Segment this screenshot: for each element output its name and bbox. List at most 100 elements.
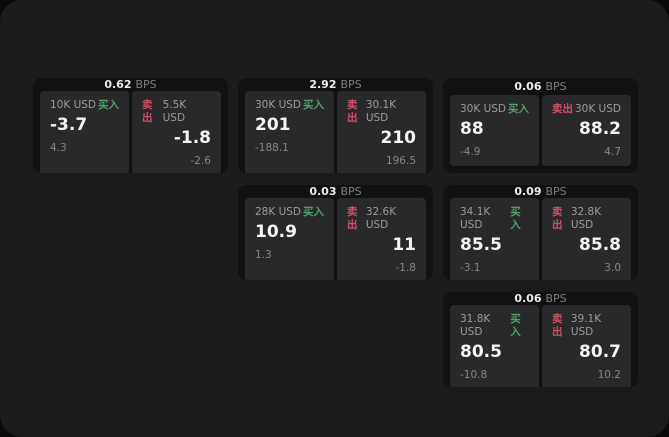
sell-top-row: 卖出 30.1K USD <box>347 99 416 125</box>
buy-amount: 30K USD <box>255 99 302 111</box>
buy-change: -10.8 <box>460 369 488 381</box>
bps-header: 0.03 BPS <box>238 185 433 198</box>
bps-value: 0.03 <box>309 185 337 198</box>
sell-top-row: 卖出 30K USD <box>552 103 621 116</box>
bps-suffix-label: BPS <box>545 185 567 198</box>
sell-quote-panel[interactable]: 卖出 30.1K USD 210 196.5 <box>337 91 426 173</box>
bps-suffix-label: BPS <box>135 78 157 91</box>
sell-tag: 卖出 <box>552 313 563 338</box>
sell-change: 3.0 <box>604 262 621 274</box>
sell-top-row: 卖出 32.8K USD <box>552 206 621 232</box>
sell-top-row: 卖出 5.5K USD <box>142 99 211 125</box>
quote-card-body: 10K USD 买入 -3.7 4.3 卖出 5.5K USD -1.8 -2.… <box>33 91 228 173</box>
bps-header: 0.06 BPS <box>443 78 638 95</box>
bps-suffix-label: BPS <box>545 80 567 93</box>
bps-value: 0.06 <box>514 292 542 305</box>
buy-price: 10.9 <box>255 222 297 242</box>
buy-change: 4.3 <box>50 142 67 154</box>
buy-top-row: 28K USD 买入 <box>255 206 324 219</box>
quote-card-body: 30K USD 买入 88 -4.9 卖出 30K USD 88.2 4.7 <box>443 95 638 173</box>
sell-price: -1.8 <box>173 128 211 148</box>
quote-card: 0.62 BPS 10K USD 买入 -3.7 4.3 卖出 5.5K USD <box>33 78 228 173</box>
buy-quote-panel[interactable]: 28K USD 买入 10.9 1.3 <box>245 198 334 280</box>
bps-suffix-label: BPS <box>545 292 567 305</box>
quote-card-body: 31.8K USD 买入 80.5 -10.8 卖出 39.1K USD 80.… <box>443 305 638 387</box>
bps-value: 2.92 <box>309 78 337 91</box>
sell-amount: 32.6K USD <box>365 206 397 231</box>
quote-card: 0.09 BPS 34.1K USD 买入 85.5 -3.1 卖出 32.8K… <box>443 185 638 280</box>
sell-amount: 39.1K USD <box>570 313 602 338</box>
buy-top-row: 30K USD 买入 <box>460 103 529 116</box>
buy-amount: 31.8K USD <box>460 313 491 338</box>
buy-quote-panel[interactable]: 30K USD 买入 201 -188.1 <box>245 91 334 173</box>
buy-tag: 买入 <box>510 206 521 231</box>
quote-card-body: 34.1K USD 买入 85.5 -3.1 卖出 32.8K USD 85.8… <box>443 198 638 280</box>
quote-card: 0.06 BPS 30K USD 买入 88 -4.9 卖出 30K USD <box>443 78 638 173</box>
sell-change: 196.5 <box>385 155 416 167</box>
buy-quote-panel[interactable]: 31.8K USD 买入 80.5 -10.8 <box>450 305 539 387</box>
quote-card-body: 28K USD 买入 10.9 1.3 卖出 32.6K USD 11 -1.8 <box>238 198 433 280</box>
sell-amount: 5.5K USD <box>162 99 187 124</box>
quote-card: 2.92 BPS 30K USD 买入 201 -188.1 卖出 30.1K … <box>238 78 433 173</box>
sell-change: -1.8 <box>395 262 417 274</box>
sell-change: 10.2 <box>597 369 621 381</box>
sell-tag: 卖出 <box>347 99 358 124</box>
buy-change: -3.1 <box>460 262 481 274</box>
buy-amount: 34.1K USD <box>460 206 491 231</box>
buy-tag: 买入 <box>508 103 529 115</box>
buy-price: -3.7 <box>50 115 88 135</box>
buy-change: -4.9 <box>460 146 481 158</box>
bps-suffix-label: BPS <box>340 78 362 91</box>
sell-price: 210 <box>380 128 417 148</box>
buy-top-row: 10K USD 买入 <box>50 99 119 112</box>
buy-quote-panel[interactable]: 10K USD 买入 -3.7 4.3 <box>40 91 129 173</box>
quote-card-body: 30K USD 买入 201 -188.1 卖出 30.1K USD 210 1… <box>238 91 433 173</box>
buy-quote-panel[interactable]: 30K USD 买入 88 -4.9 <box>450 95 539 166</box>
buy-tag: 买入 <box>303 99 324 111</box>
sell-quote-panel[interactable]: 卖出 30K USD 88.2 4.7 <box>542 95 631 166</box>
sell-quote-panel[interactable]: 卖出 39.1K USD 80.7 10.2 <box>542 305 631 387</box>
sell-tag: 卖出 <box>552 206 563 231</box>
buy-quote-panel[interactable]: 34.1K USD 买入 85.5 -3.1 <box>450 198 539 280</box>
buy-change: 1.3 <box>255 249 272 261</box>
quote-card: 0.06 BPS 31.8K USD 买入 80.5 -10.8 卖出 39.1… <box>443 292 638 387</box>
sell-amount: 30.1K USD <box>365 99 397 124</box>
sell-amount: 32.8K USD <box>570 206 602 231</box>
bps-value: 0.09 <box>514 185 542 198</box>
sell-quote-panel[interactable]: 卖出 32.6K USD 11 -1.8 <box>337 198 426 280</box>
bps-header: 2.92 BPS <box>238 78 433 91</box>
sell-price: 85.8 <box>579 235 621 255</box>
buy-price: 80.5 <box>460 342 502 362</box>
sell-tag: 卖出 <box>552 103 573 115</box>
sell-quote-panel[interactable]: 卖出 32.8K USD 85.8 3.0 <box>542 198 631 280</box>
bps-header: 0.62 BPS <box>33 78 228 91</box>
buy-change: -188.1 <box>255 142 289 154</box>
sell-price: 88.2 <box>579 119 621 139</box>
sell-amount: 30K USD <box>574 103 621 115</box>
quote-card-grid: 0.62 BPS 10K USD 买入 -3.7 4.3 卖出 5.5K USD <box>33 78 638 387</box>
buy-amount: 30K USD <box>460 103 507 115</box>
sell-price: 80.7 <box>579 342 621 362</box>
sell-price: 11 <box>392 235 416 255</box>
buy-top-row: 31.8K USD 买入 <box>460 313 529 339</box>
buy-top-row: 30K USD 买入 <box>255 99 324 112</box>
sell-tag: 卖出 <box>347 206 358 231</box>
buy-tag: 买入 <box>303 206 324 218</box>
buy-tag: 买入 <box>98 99 119 111</box>
bps-header: 0.09 BPS <box>443 185 638 198</box>
sell-change: 4.7 <box>604 146 621 158</box>
buy-price: 85.5 <box>460 235 502 255</box>
buy-tag: 买入 <box>510 313 521 338</box>
sell-quote-panel[interactable]: 卖出 5.5K USD -1.8 -2.6 <box>132 91 221 173</box>
buy-price: 88 <box>460 119 484 139</box>
bps-value: 0.62 <box>104 78 132 91</box>
sell-top-row: 卖出 32.6K USD <box>347 206 416 232</box>
bps-value: 0.06 <box>514 80 542 93</box>
buy-top-row: 34.1K USD 买入 <box>460 206 529 232</box>
buy-amount: 28K USD <box>255 206 302 218</box>
buy-price: 201 <box>255 115 291 135</box>
quote-card: 0.03 BPS 28K USD 买入 10.9 1.3 卖出 32.6K US… <box>238 185 433 280</box>
buy-amount: 10K USD <box>50 99 97 111</box>
sell-tag: 卖出 <box>142 99 153 124</box>
